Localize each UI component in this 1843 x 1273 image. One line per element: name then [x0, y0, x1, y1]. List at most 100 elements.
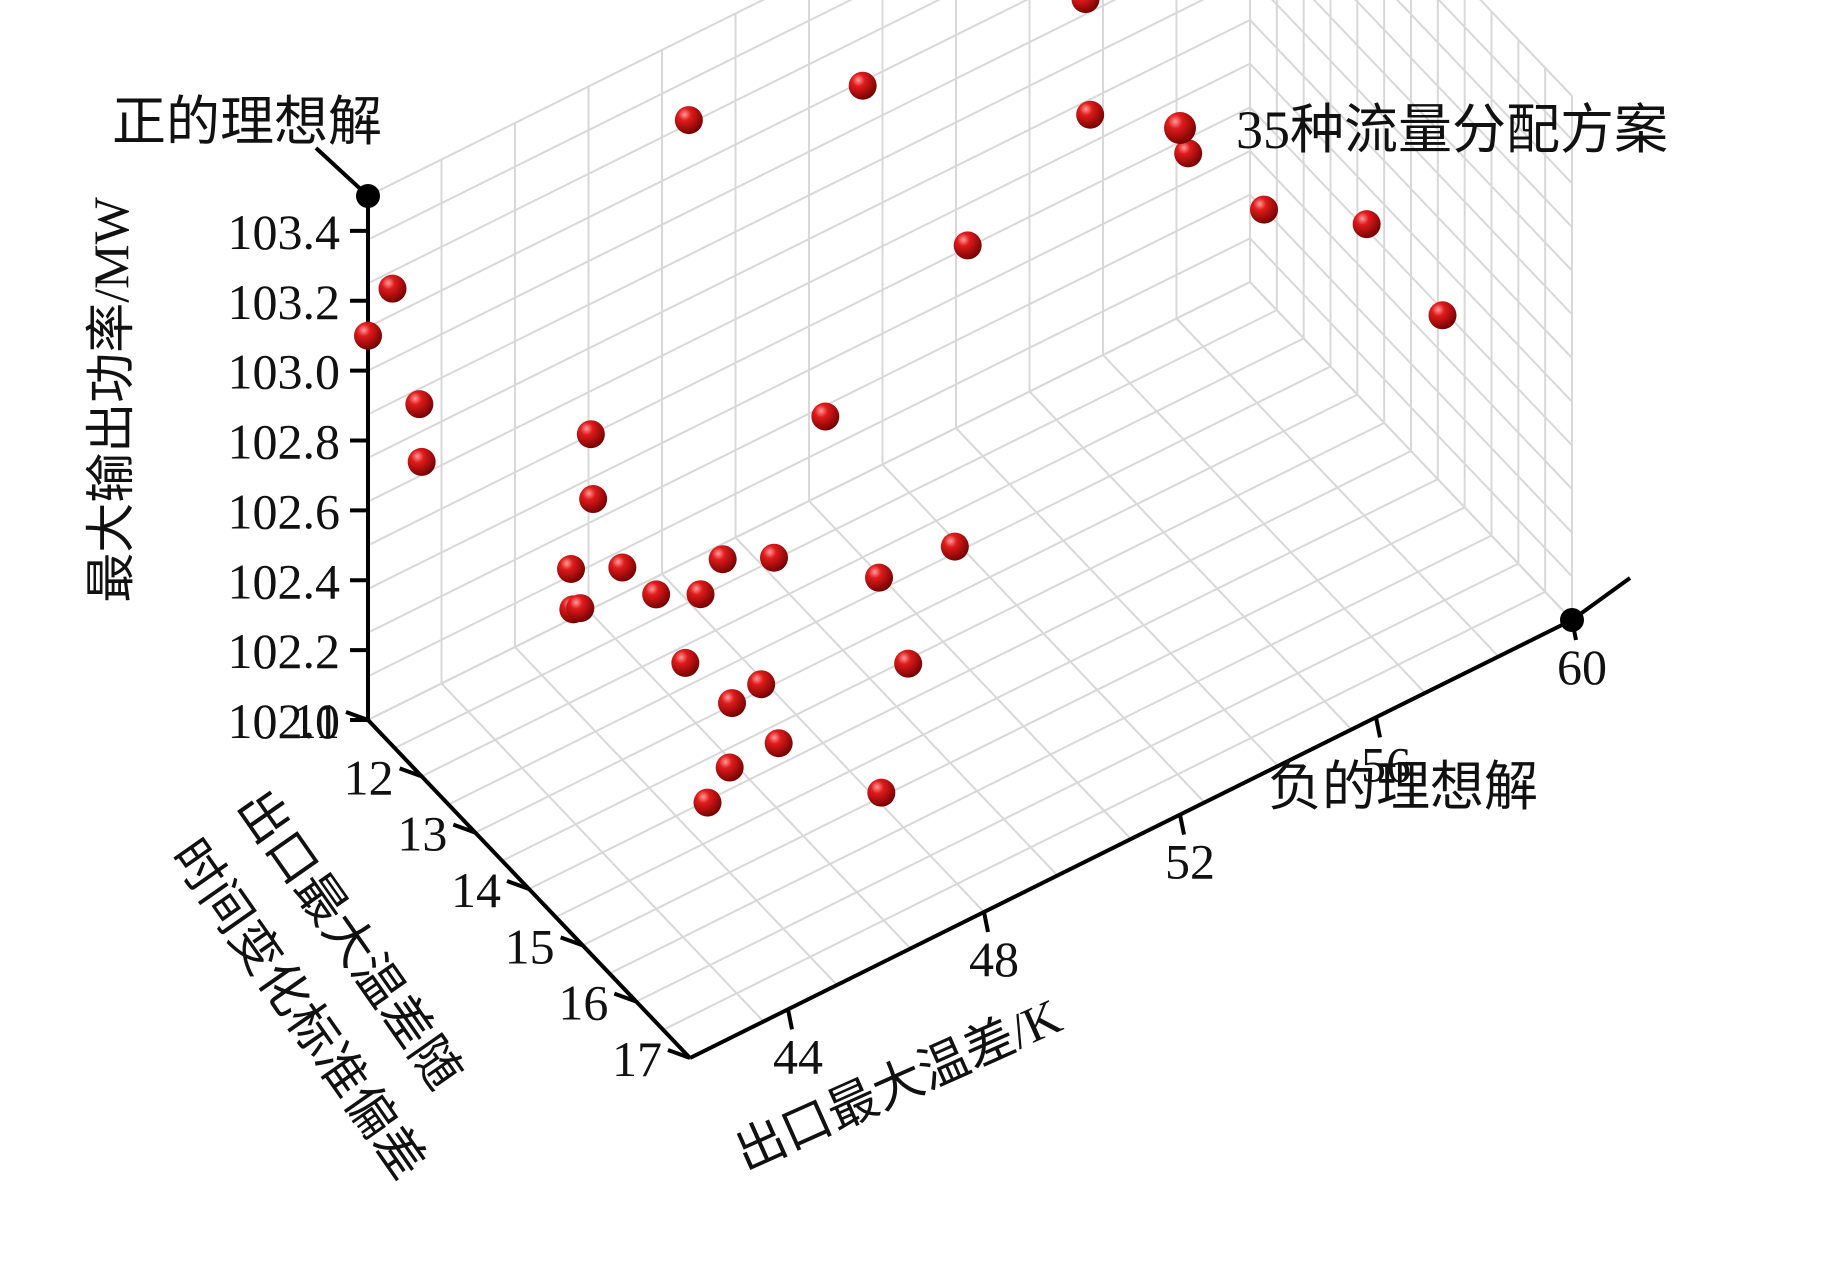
grid-line	[367, 193, 1251, 634]
data-point	[686, 580, 715, 609]
z-axis-label: 最大输出功率/MW	[83, 196, 139, 602]
data-point	[693, 788, 722, 817]
grid-line	[367, 281, 1251, 721]
positive-ideal-label: 正的理想解	[112, 92, 382, 152]
data-point	[674, 106, 703, 135]
grid-line	[1249, 19, 1573, 359]
z-tick-label: 102.0	[228, 693, 341, 749]
grid-line	[367, 0, 1117, 372]
y-tick-label: 13	[397, 806, 447, 862]
z-tick-label: 102.4	[228, 553, 341, 609]
data-point	[671, 648, 700, 677]
grid-line	[474, 393, 1358, 834]
x-axis-tick-labels: 44 48 52 56 60	[773, 639, 1607, 1084]
y-tick	[398, 766, 423, 779]
z-tick-label: 103.2	[228, 274, 341, 330]
x-tick	[1374, 716, 1382, 738]
grid-line	[1249, 62, 1573, 403]
legend-label: 35种流量分配方案	[1236, 100, 1668, 160]
data-point	[811, 402, 840, 431]
grid-line	[555, 478, 1439, 919]
x-tick	[786, 1008, 794, 1030]
z-tick-label: 102.8	[228, 414, 341, 470]
data-point	[576, 420, 605, 449]
grid-line	[367, 106, 1251, 547]
y-tick	[667, 1048, 691, 1060]
grid-line	[1271, 0, 1573, 316]
data-point	[1428, 301, 1457, 330]
data-point	[405, 390, 434, 419]
data-point	[760, 543, 788, 572]
legend-marker	[1164, 112, 1196, 144]
data-points	[314, 0, 1632, 817]
y-tick-label: 12	[344, 749, 394, 805]
negative-ideal-label: 负的理想解	[1268, 757, 1538, 817]
z-tick-label: 102.6	[228, 483, 341, 539]
data-point	[715, 753, 744, 782]
grid-line	[421, 337, 1305, 778]
grid-line	[367, 0, 941, 285]
data-point	[708, 545, 737, 574]
grid-line	[1249, 193, 1573, 534]
data-point	[566, 594, 595, 623]
grid-line	[528, 450, 1412, 890]
x-tick-label: 52	[1165, 834, 1215, 890]
data-point	[940, 532, 969, 561]
data-point	[718, 689, 746, 718]
x-tick	[982, 911, 990, 933]
y-tick-label: 16	[558, 975, 608, 1031]
z-axis-tick-labels: 102.0 102.2 102.4 102.6 102.8 103.0 103.…	[228, 204, 341, 749]
y-tick	[506, 879, 530, 891]
x-tick-label: 48	[969, 931, 1019, 987]
y-axis-tick-labels: 11 12 13 14 15 16 17	[292, 693, 662, 1087]
grid-line	[1249, 237, 1573, 578]
x-tick-label: 44	[773, 1028, 823, 1084]
data-point	[1352, 210, 1381, 239]
grid-line	[1479, 0, 1573, 97]
data-point	[579, 485, 608, 514]
data-point	[747, 670, 776, 699]
grid-line	[367, 62, 1251, 503]
x-axis-line	[689, 618, 1573, 1060]
data-point	[378, 274, 407, 303]
grid-line	[501, 421, 1385, 862]
x-tick	[1178, 814, 1186, 836]
y-tick	[452, 822, 477, 835]
data-point	[557, 555, 585, 583]
axes	[345, 196, 1578, 1060]
data-point	[354, 321, 382, 350]
grid-line	[582, 506, 1466, 947]
data-point	[642, 580, 671, 609]
y-tick	[613, 991, 638, 1004]
x-tick-label: 56	[1361, 736, 1411, 792]
z-tick-label: 103.4	[228, 204, 341, 260]
grid-line	[367, 0, 1029, 328]
grid-line	[1249, 106, 1573, 447]
y-tick-label: 14	[451, 862, 501, 918]
y-tick	[559, 935, 584, 948]
grid-line	[367, 150, 1251, 590]
x-tick-label: 60	[1557, 639, 1607, 695]
z-tick-label: 103.0	[228, 344, 341, 400]
data-point	[1076, 100, 1105, 129]
data-point	[1250, 195, 1278, 224]
data-point	[764, 729, 793, 758]
grid-line	[1354, 0, 1573, 228]
grid-line	[367, 0, 1205, 416]
data-point	[848, 71, 877, 100]
data-point	[953, 231, 982, 260]
grid-line	[1312, 0, 1573, 272]
x-axis-label: 出口最大温差/K	[727, 988, 1070, 1182]
data-point	[865, 563, 893, 592]
data-point	[1174, 139, 1203, 168]
y-tick	[345, 710, 369, 722]
y-tick-label: 17	[612, 1031, 662, 1087]
grid-line	[1437, 0, 1573, 141]
y-tick-label: 15	[505, 918, 555, 974]
data-point	[608, 553, 637, 582]
grid-line	[367, 0, 765, 197]
data-point	[1071, 0, 1100, 14]
positive-ideal-point	[356, 184, 380, 208]
grid-line	[662, 590, 1546, 1031]
